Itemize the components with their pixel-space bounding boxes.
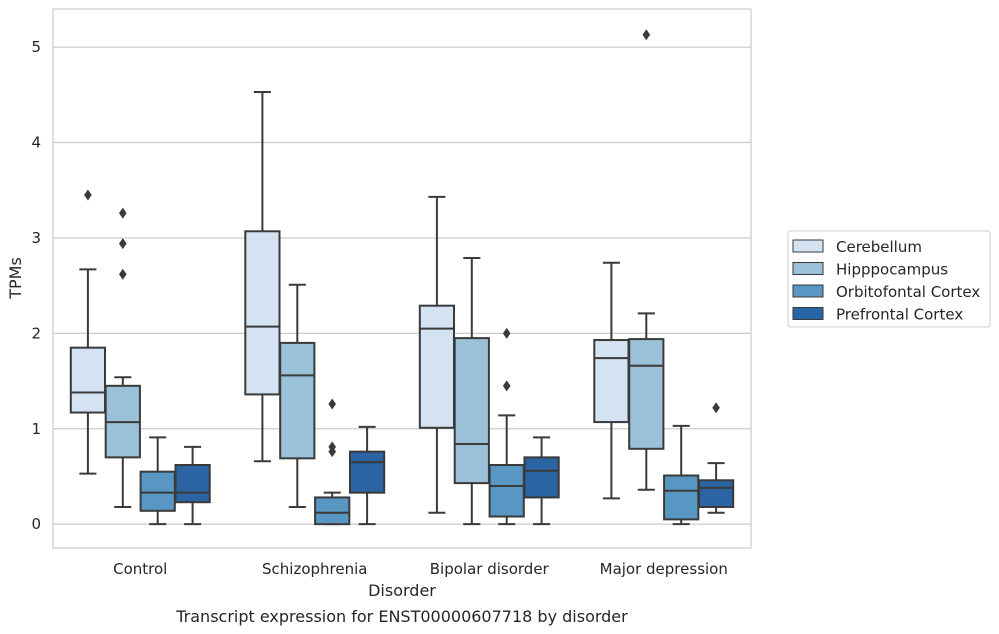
box-hipppocampus	[453, 256, 490, 526]
box-iqr	[244, 230, 281, 396]
y-tick-label: 5	[31, 38, 41, 56]
y-tick-label: 2	[31, 324, 41, 342]
box-iqr	[697, 479, 735, 508]
y-axis-title: TPMs	[6, 257, 25, 300]
box-iqr	[418, 304, 456, 429]
outlier-point	[328, 398, 336, 410]
box-prefrontal-cortex	[174, 445, 211, 526]
box-iqr	[628, 338, 665, 450]
gridlines	[53, 46, 751, 525]
box-iqr	[279, 341, 316, 460]
box-iqr	[488, 464, 525, 518]
outlier-point	[502, 327, 511, 339]
box-iqr	[593, 339, 630, 424]
y-axis-ticks: 0 1 2 3 4 5	[31, 38, 41, 533]
box-hipppocampus	[279, 283, 316, 508]
legend-swatch	[792, 239, 824, 253]
plot-frame	[52, 8, 752, 549]
outlier-point	[502, 380, 511, 392]
box-cerebellum	[593, 261, 630, 500]
y-tick-label: 4	[31, 134, 41, 152]
box-hipppocampus	[104, 207, 141, 508]
y-tick-label: 3	[31, 229, 41, 247]
legend-label: Orbitofontal Cortex	[836, 283, 980, 301]
box-groups	[69, 29, 735, 526]
box-orbitofontal-cortex	[663, 424, 700, 526]
box-prefrontal-cortex	[348, 425, 386, 526]
legend-swatch	[792, 262, 824, 275]
x-axis-ticks: Control Schizophrenia Bipolar disorder Majo…	[113, 560, 728, 578]
box-cerebellum	[244, 90, 281, 463]
legend-label: Cerebellum	[836, 238, 922, 256]
outlier-point	[119, 268, 127, 280]
box-orbitofontal-cortex	[488, 327, 525, 526]
chart-caption: Transcript expression for ENST0000060771…	[175, 607, 628, 626]
outlier-point	[712, 402, 720, 414]
y-tick-label: 0	[31, 515, 41, 533]
legend-label: Prefrontal Cortex	[836, 306, 963, 324]
box-prefrontal-cortex	[697, 402, 735, 514]
x-tick-label: Schizophrenia	[262, 560, 367, 578]
box-iqr	[453, 337, 490, 485]
box-iqr	[348, 450, 386, 494]
outlier-point	[642, 29, 651, 41]
box-iqr	[314, 496, 351, 526]
outlier-point	[119, 207, 127, 219]
legend-swatch	[792, 307, 824, 320]
x-tick-label: Bipolar disorder	[430, 560, 550, 578]
x-tick-label: Control	[113, 560, 167, 578]
box-iqr	[139, 470, 176, 512]
outlier-point	[328, 446, 336, 458]
box-cerebellum	[418, 195, 456, 514]
legend-label: Hipppocampus	[836, 261, 948, 279]
box-iqr	[69, 346, 107, 414]
legend-swatch	[792, 284, 824, 298]
box-iqr	[663, 474, 700, 521]
box-cerebellum	[69, 189, 107, 475]
box-iqr	[523, 456, 560, 499]
box-orbitofontal-cortex	[314, 398, 351, 526]
box-iqr	[174, 464, 211, 504]
outlier-point	[119, 238, 127, 250]
x-axis-title: Disorder	[368, 581, 436, 600]
legend: Cerebellum Hipppocampus Orbitofontal Corte…	[787, 230, 991, 328]
box-prefrontal-cortex	[523, 436, 560, 526]
y-tick-label: 1	[31, 420, 41, 438]
box-hipppocampus	[628, 29, 665, 491]
box-orbitofontal-cortex	[139, 436, 176, 526]
x-tick-label: Major depression	[600, 560, 728, 578]
legend-frame	[787, 230, 991, 328]
outlier-point	[84, 189, 92, 201]
